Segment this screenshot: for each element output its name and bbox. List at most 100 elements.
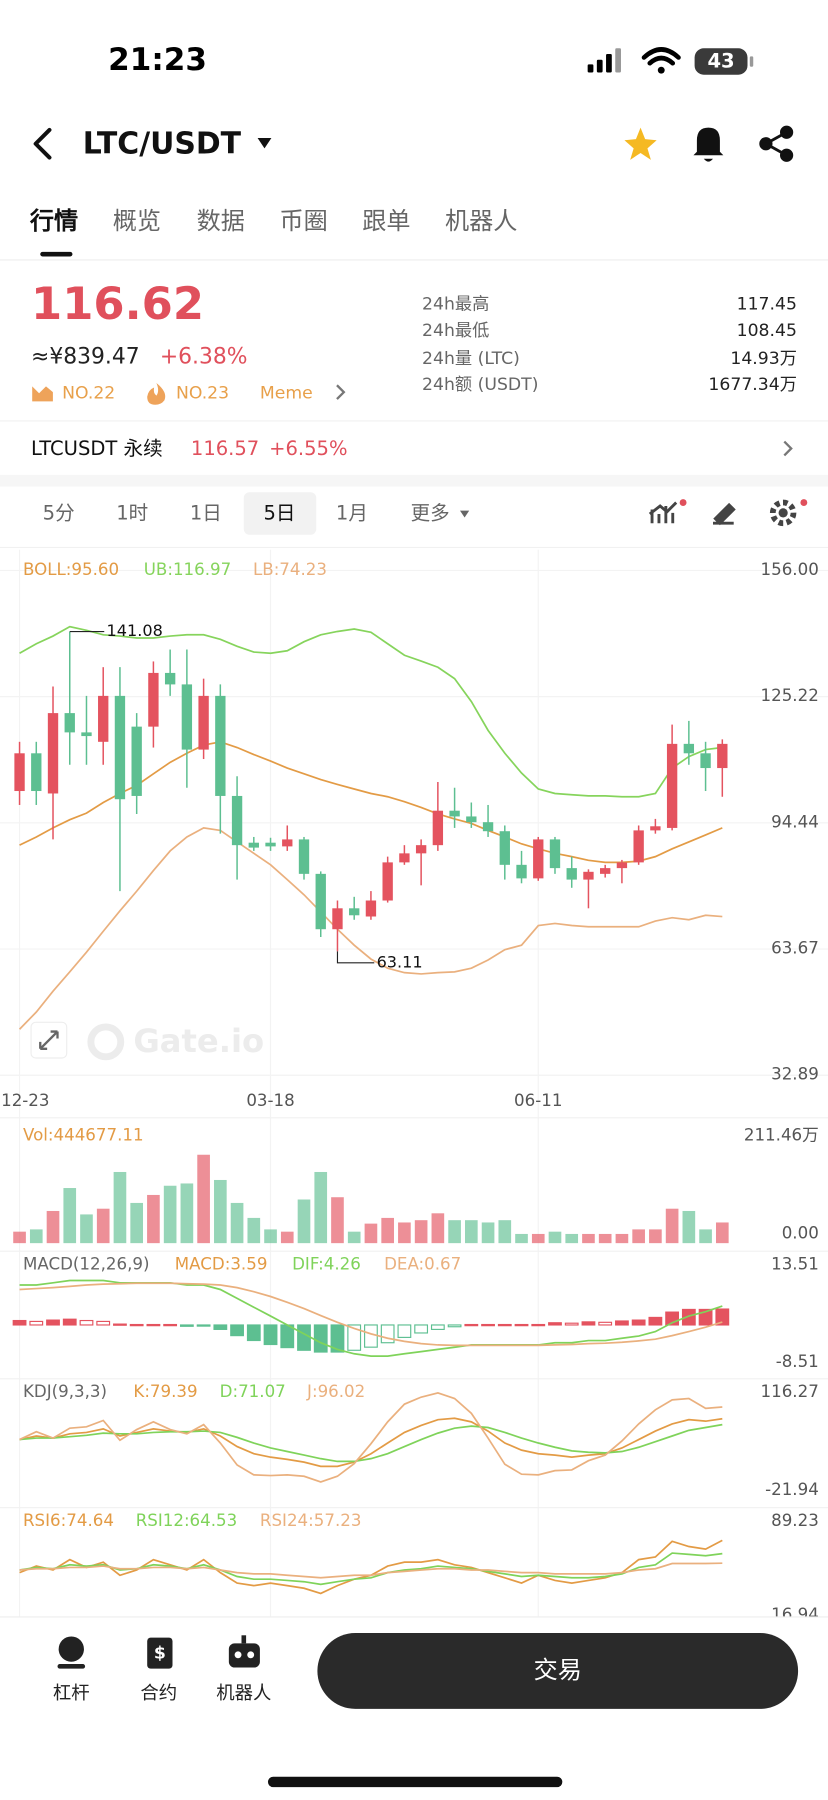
draw-button[interactable] bbox=[712, 502, 736, 526]
y-tick-label: -21.94 bbox=[765, 1480, 819, 1499]
volume-bar bbox=[398, 1222, 411, 1244]
candle-body bbox=[265, 842, 276, 847]
pane bbox=[19, 1391, 723, 1483]
macd-bar bbox=[631, 1319, 646, 1326]
volume-bar bbox=[80, 1214, 93, 1244]
macd-bar bbox=[598, 1321, 613, 1326]
volume-bar bbox=[280, 1231, 294, 1244]
volume-bar bbox=[515, 1233, 528, 1244]
y-tick-label: 0.00 bbox=[782, 1223, 819, 1242]
alert-bell[interactable] bbox=[693, 127, 724, 162]
tab[interactable]: 行情 bbox=[29, 207, 78, 235]
candle-body bbox=[114, 695, 126, 800]
macd-bar bbox=[230, 1324, 244, 1337]
legend-label: UB:116.97 bbox=[144, 560, 232, 579]
leverage-icon bbox=[57, 1636, 86, 1669]
pair-title[interactable]: LTC/USDT bbox=[83, 126, 242, 161]
interval[interactable]: 5日 bbox=[263, 502, 295, 525]
macd-bar bbox=[681, 1308, 696, 1326]
tab[interactable]: 机器人 bbox=[445, 207, 517, 235]
candle-body bbox=[349, 908, 360, 916]
macd-bar bbox=[548, 1322, 562, 1326]
volume-bar bbox=[13, 1231, 26, 1244]
macd-bar bbox=[29, 1320, 44, 1326]
share-button[interactable] bbox=[759, 125, 794, 162]
interval[interactable]: 1时 bbox=[116, 502, 148, 525]
candle-body bbox=[466, 816, 477, 823]
cny-price: ≈¥839.47 bbox=[31, 345, 140, 370]
gain-rank[interactable]: NO.22 bbox=[62, 383, 115, 403]
volume-bar bbox=[214, 1179, 227, 1244]
battery-level: 43 bbox=[707, 50, 734, 73]
volume-bar bbox=[297, 1199, 311, 1244]
macd-bar bbox=[648, 1316, 663, 1326]
trade-button[interactable] bbox=[317, 1632, 799, 1709]
volume-bar bbox=[46, 1210, 60, 1244]
volume-bar bbox=[615, 1233, 629, 1244]
pane-title: MACD(12,26,9) bbox=[23, 1254, 150, 1273]
macd-bar bbox=[397, 1324, 412, 1338]
macd-bar bbox=[531, 1323, 546, 1327]
tab[interactable]: 币圈 bbox=[279, 207, 327, 235]
watermark: Gate.io bbox=[133, 1022, 264, 1060]
chevron[interactable] bbox=[783, 440, 793, 457]
watermark-logo bbox=[87, 1023, 125, 1061]
volume-bar bbox=[63, 1188, 77, 1244]
settings-hub bbox=[778, 508, 788, 518]
perpetual-name[interactable]: LTCUSDT 永续 bbox=[31, 437, 163, 460]
wifi-dot bbox=[657, 66, 665, 74]
macd-bar bbox=[514, 1323, 529, 1327]
pane-title: KDJ(9,3,3) bbox=[23, 1382, 107, 1401]
settings-button[interactable] bbox=[769, 499, 797, 527]
volume-bar bbox=[598, 1233, 612, 1244]
macd-bar bbox=[297, 1324, 311, 1351]
kline-chart: 156.00 125.22 94.44 63.67 32.89 12-23 03-18 06-… bbox=[0, 549, 828, 1624]
hot-rank[interactable]: NO.23 bbox=[176, 383, 229, 403]
legend-label: D:71.07 bbox=[220, 1382, 286, 1401]
badge bbox=[679, 499, 687, 506]
interval[interactable]: 1月 bbox=[336, 502, 368, 525]
volume-bar bbox=[665, 1208, 679, 1244]
candle-body bbox=[198, 695, 209, 750]
legend-label: BOLL:95.60 bbox=[23, 560, 119, 579]
trade-label[interactable]: 交易 bbox=[534, 1656, 582, 1684]
macd-bar bbox=[313, 1324, 328, 1353]
favorite-star[interactable] bbox=[624, 127, 657, 160]
legend-label: J:96.02 bbox=[306, 1382, 365, 1401]
gain-icon bbox=[32, 386, 53, 402]
candle-body bbox=[47, 713, 59, 794]
volume-bar bbox=[649, 1229, 662, 1244]
volume-bar bbox=[230, 1202, 244, 1244]
volume-bar bbox=[331, 1197, 344, 1244]
y-tick-label: 211.46万 bbox=[744, 1126, 819, 1145]
y-tick-label: -8.51 bbox=[776, 1352, 819, 1371]
macd-bar bbox=[146, 1323, 161, 1327]
nav-item[interactable]: 杠杆 bbox=[53, 1683, 90, 1704]
tab[interactable]: 数据 bbox=[197, 207, 245, 235]
y-tick-label: 89.23 bbox=[771, 1511, 819, 1530]
x-tick-label: 06-11 bbox=[514, 1091, 562, 1110]
volume-bar bbox=[180, 1183, 194, 1244]
interval[interactable]: 更多 bbox=[411, 502, 450, 525]
back-button[interactable] bbox=[33, 127, 52, 160]
interval[interactable]: 1日 bbox=[190, 502, 222, 525]
high-label: 141.08 bbox=[107, 621, 163, 640]
indicator-button[interactable] bbox=[648, 501, 678, 524]
indicator-line bbox=[19, 625, 723, 798]
tab[interactable]: 跟单 bbox=[362, 207, 410, 235]
interval[interactable]: 5分 bbox=[43, 502, 75, 525]
nav-item[interactable]: 合约 bbox=[140, 1683, 177, 1704]
candle-body bbox=[549, 839, 561, 869]
y-tick-label: 116.27 bbox=[761, 1382, 819, 1401]
volume-bar bbox=[481, 1222, 495, 1244]
tag[interactable]: Meme bbox=[260, 383, 313, 403]
tab[interactable]: 概览 bbox=[113, 207, 161, 235]
legend-label: MACD:3.59 bbox=[175, 1254, 268, 1273]
macd-bar bbox=[46, 1319, 60, 1326]
macd-bar bbox=[196, 1324, 211, 1327]
candle-body bbox=[81, 732, 92, 737]
tab-indicator bbox=[40, 251, 73, 257]
macd-bar bbox=[330, 1324, 345, 1353]
pair-dropdown[interactable] bbox=[257, 137, 272, 149]
nav-item[interactable]: 机器人 bbox=[216, 1683, 271, 1704]
